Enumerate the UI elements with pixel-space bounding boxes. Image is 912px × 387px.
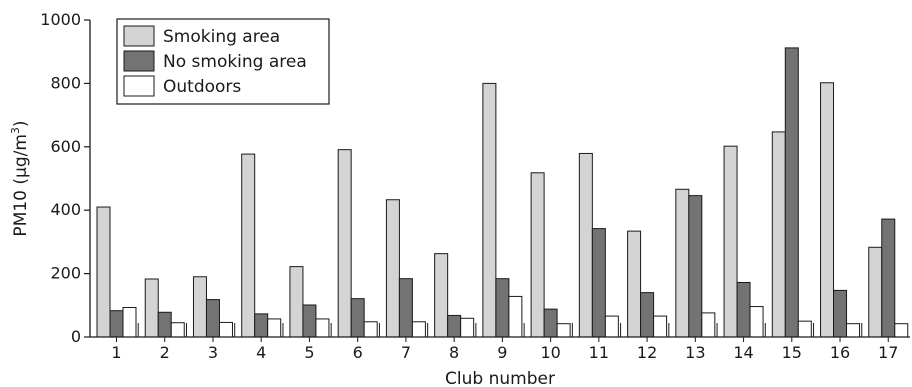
bar-no-smoking-area (495, 278, 510, 338)
axes-layer (89, 20, 910, 338)
bar-no-smoking-area (109, 310, 124, 338)
bar-smoking-area (385, 199, 400, 338)
x-tick-label: 14 (733, 343, 753, 362)
bar-outdoors (267, 318, 282, 338)
x-tick-label: 4 (256, 343, 266, 362)
x-tick-label: 3 (208, 343, 218, 362)
x-tick-label: 10 (540, 343, 560, 362)
y-tick-label: 0 (71, 327, 81, 346)
bar-no-smoking-area (254, 313, 269, 338)
bar-outdoors (460, 317, 475, 338)
bar-no-smoking-area (688, 195, 703, 338)
x-tick-label: 16 (830, 343, 850, 362)
bar-outdoors (218, 321, 233, 338)
bar-no-smoking-area (736, 281, 751, 338)
x-ticks: 1 2 3 4 5 6 7 8 9 10 11 12 13 14 15 16 17 (111, 323, 898, 362)
y-tick-label: 600 (50, 137, 81, 156)
bar-smoking-area (723, 145, 738, 338)
y-tick-label: 800 (50, 73, 81, 92)
bar-smoking-area (868, 246, 883, 338)
bar-smoking-area (192, 276, 207, 338)
bar-no-smoking-area (205, 299, 220, 338)
x-tick-label: 9 (497, 343, 507, 362)
x-tick-label: 2 (160, 343, 170, 362)
bar-no-smoking-area (784, 47, 799, 338)
x-tick-label: 8 (449, 343, 459, 362)
y-tick-label: 1000 (40, 10, 81, 29)
x-tick-label: 7 (401, 343, 411, 362)
y-axis-title-main: PM10 (µg/m (11, 134, 31, 236)
bar-no-smoking-area (350, 298, 365, 338)
bar-outdoors (894, 323, 909, 338)
bar-outdoors (122, 307, 137, 338)
y-axis-title: PM10 (µg/m3) (9, 120, 31, 236)
bar-no-smoking-area (447, 314, 462, 338)
legend-swatch (123, 50, 155, 72)
y-ticks: 0 200 400 600 800 1000 (40, 10, 90, 346)
bar-no-smoking-area (157, 311, 172, 338)
bar-outdoors (363, 321, 378, 338)
bar-smoking-area (675, 188, 690, 338)
bar-no-smoking-area (640, 292, 655, 338)
bar-outdoors (411, 321, 426, 338)
legend-label: No smoking area (163, 52, 307, 72)
bar-smoking-area (578, 152, 593, 338)
bar-smoking-area (289, 266, 304, 338)
bar-no-smoking-area (543, 308, 558, 338)
bar-outdoors (749, 306, 764, 338)
legend: Smoking area No smoking area Outdoors (116, 18, 330, 105)
x-tick-label: 11 (589, 343, 609, 362)
bar-outdoors (846, 323, 861, 338)
bar-no-smoking-area (833, 289, 848, 338)
x-tick-label: 15 (782, 343, 802, 362)
bar-outdoors (701, 312, 716, 338)
bar-smoking-area (96, 206, 111, 338)
bar-smoking-area (241, 153, 256, 338)
bar-outdoors (170, 322, 185, 338)
x-tick-label: 13 (685, 343, 705, 362)
bar-outdoors (653, 315, 668, 338)
bar-outdoors (556, 323, 571, 338)
bar-no-smoking-area (881, 218, 896, 338)
bar-smoking-area (771, 131, 786, 338)
x-tick-label: 12 (637, 343, 657, 362)
bar-no-smoking-area (302, 304, 317, 338)
legend-swatch (123, 25, 155, 47)
bar-outdoors (604, 315, 619, 338)
bar-smoking-area (434, 253, 449, 338)
y-tick-label: 200 (50, 264, 81, 283)
bar-smoking-area (144, 278, 159, 338)
bar-smoking-area (820, 82, 835, 338)
x-axis-title: Club number (445, 369, 555, 387)
bar-no-smoking-area (398, 278, 413, 338)
bar-smoking-area (627, 230, 642, 338)
y-tick-label: 400 (50, 200, 81, 219)
x-tick-label: 6 (353, 343, 363, 362)
legend-label: Smoking area (163, 27, 280, 47)
legend-label: Outdoors (163, 77, 241, 97)
bar-no-smoking-area (591, 228, 606, 338)
legend-swatch (123, 75, 155, 97)
bar-outdoors (508, 295, 523, 338)
x-tick-label: 5 (304, 343, 314, 362)
y-axis-title-suffix: ) (11, 120, 31, 127)
bar-smoking-area (530, 172, 545, 338)
y-axis-title-superscript: 3 (9, 127, 22, 134)
bar-smoking-area (482, 82, 497, 338)
bar-outdoors (315, 318, 330, 338)
x-tick-label: 17 (878, 343, 898, 362)
bar-outdoors (797, 320, 812, 338)
bar-smoking-area (337, 149, 352, 338)
x-tick-label: 1 (111, 343, 121, 362)
